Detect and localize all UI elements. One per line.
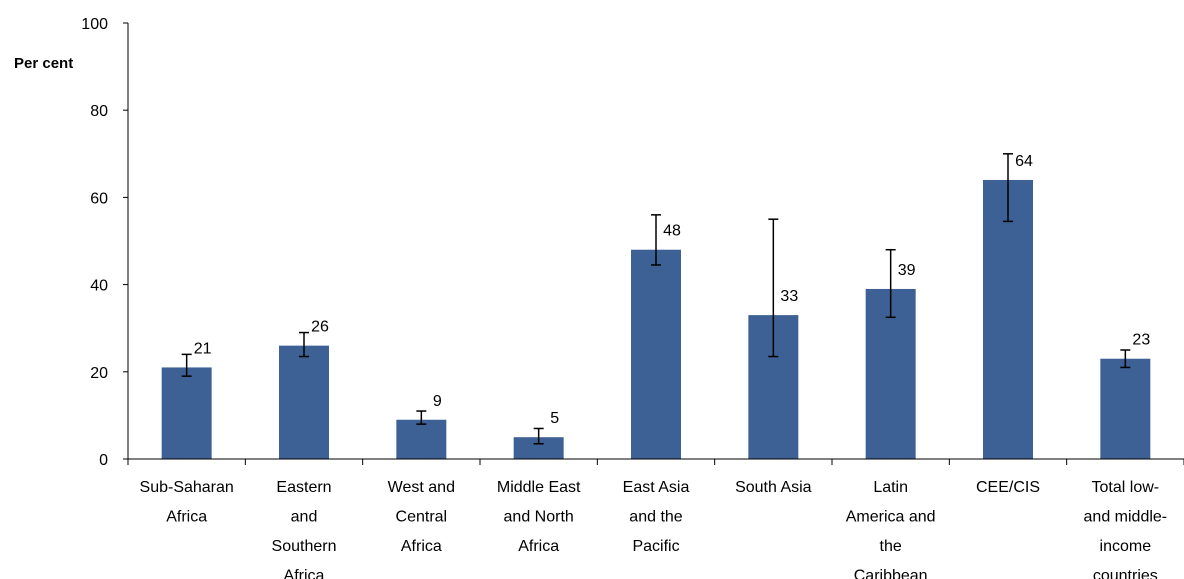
bar (396, 419, 447, 459)
category-label: Latin America and the Caribbean (846, 479, 936, 579)
category-label: West and Central Africa (388, 479, 455, 555)
category-label-line: countries (1093, 568, 1158, 579)
category-label: East Asia and the Pacific (623, 479, 690, 555)
bar (631, 249, 681, 459)
bars-group: 21 26 9 5 48 33 39 64 23 (161, 153, 1151, 459)
y-tick-label: 20 (90, 365, 108, 382)
x-axis: Sub-Saharan Africa Eastern and Southern Afric… (127, 458, 1184, 579)
category-label-line: Southern (272, 538, 337, 555)
data-label: 9 (433, 393, 442, 410)
category-label: Total low-and middle-income countries (1084, 479, 1168, 579)
y-tick-label: 40 (90, 278, 108, 295)
category-label-line: CEE/CIS (976, 479, 1040, 496)
y-tick-label: 80 (90, 103, 108, 120)
data-label: 26 (311, 319, 329, 336)
y-tick-label: 0 (99, 452, 108, 469)
category-label-line: Africa (166, 509, 207, 526)
category-label: Eastern and Southern Africa (272, 479, 337, 579)
category-label-line: West and (388, 479, 455, 496)
category-label-line: Pacific (632, 538, 679, 555)
bar (161, 367, 212, 459)
data-label: 23 (1132, 332, 1150, 349)
category-label-line: and the (629, 509, 682, 526)
category-label-line: South Asia (735, 479, 812, 496)
data-label: 5 (550, 410, 559, 427)
data-label: 39 (898, 262, 916, 279)
y-tick-label: 60 (90, 190, 108, 207)
category-label-line: Africa (518, 538, 559, 555)
data-label: 33 (780, 288, 798, 305)
category-label-line: Africa (284, 568, 325, 579)
category-label-line: and (291, 509, 318, 526)
y-axis-label: Per cent (14, 55, 73, 72)
category-label-line: Latin (873, 479, 908, 496)
category-label-line: Middle East (497, 479, 581, 496)
category-label-line: Africa (401, 538, 442, 555)
data-label: 21 (194, 340, 212, 357)
category-label: South Asia (735, 479, 812, 496)
category-label: Sub-Saharan Africa (140, 479, 234, 526)
bar (513, 437, 564, 459)
category-label-line: Caribbean (854, 568, 928, 579)
category-label-line: Eastern (276, 479, 331, 496)
bar (279, 345, 329, 459)
y-tick-label: 100 (81, 16, 108, 33)
category-label-line: Total low- (1092, 479, 1160, 496)
category-label-line: the (880, 538, 902, 555)
category-label-line: income (1100, 538, 1152, 555)
data-label: 48 (663, 223, 681, 240)
data-label: 64 (1015, 153, 1033, 170)
category-label-line: Central (396, 509, 448, 526)
category-label: Middle East and North Africa (497, 479, 581, 555)
category-label-line: East Asia (623, 479, 690, 496)
category-label-line: America and (846, 509, 936, 526)
bar (983, 179, 1033, 459)
bar (1100, 358, 1151, 459)
category-label: CEE/CIS (976, 479, 1040, 496)
category-label-line: and North (504, 509, 574, 526)
category-label-line: and middle- (1084, 509, 1168, 526)
category-label-line: Sub-Saharan (140, 479, 234, 496)
y-axis: 0 20 40 60 80 100 (81, 16, 129, 469)
